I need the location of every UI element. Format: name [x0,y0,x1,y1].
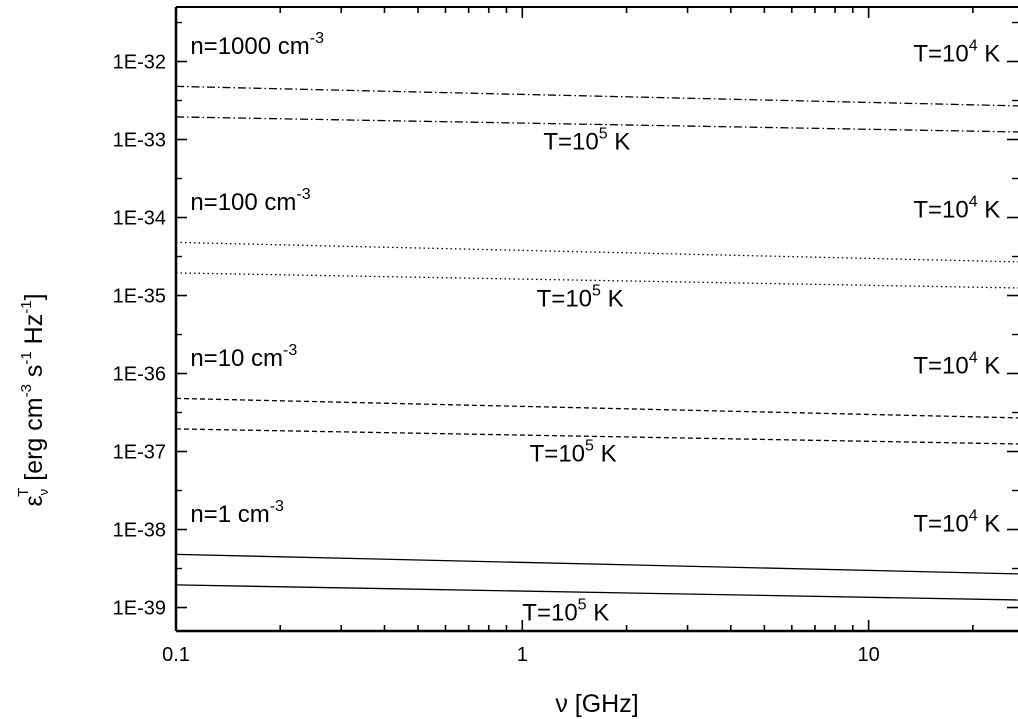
curve-label: T=105 K [522,597,609,627]
x-tick-label: 1 [517,644,528,666]
curve-label: n=1000 cm-3 [190,30,324,60]
y-axis-ticks: 1E-32 1E-33 1E-34 1E-35 1E-36 1E-37 1E-38 1E-39 [113,21,1018,620]
series-line [175,553,1018,575]
curve-label: T=104 K [913,507,1000,537]
curve-label: n=100 cm-3 [190,186,310,216]
y-tick-label: 1E-35 [113,286,166,308]
series-lines [175,85,1018,601]
x-axis-ticks: 0.1 1 10 [162,7,974,666]
curve-label: T=105 K [537,283,624,313]
curve-label: T=105 K [543,125,630,155]
series-line [175,584,1018,601]
x-tick-label: 10 [857,644,879,666]
y-axis-title: ενT [erg cm-3 s-1 Hz-1] [15,293,51,506]
x-axis-title: ν [GHz] [555,690,638,718]
y-tick-label: 1E-37 [113,442,166,464]
series-line [175,272,1018,289]
curve-label: T=104 K [913,194,1000,224]
series-line [175,116,1018,133]
y-tick-label: 1E-32 [113,52,166,74]
curve-label: n=1 cm-3 [190,498,284,528]
series-line [175,241,1018,263]
curve-label: T=104 K [913,38,1000,68]
y-tick-label: 1E-36 [113,364,166,386]
series-line [175,428,1018,445]
plot-frame [174,6,1018,633]
curve-annotations: n=1000 cm-3 n=100 cm-3 n=10 cm-3 n=1 cm-3 T=… [190,30,1000,627]
y-tick-label: 1E-33 [113,130,166,152]
y-tick-label: 1E-39 [113,598,166,620]
series-line [175,85,1018,107]
curve-label: T=104 K [913,350,1000,380]
curve-label: T=105 K [530,437,617,467]
curve-label: n=10 cm-3 [190,342,297,372]
y-tick-label: 1E-34 [113,208,166,230]
series-line [175,397,1018,419]
x-tick-label: 0.1 [162,644,190,666]
y-tick-label: 1E-38 [113,520,166,542]
